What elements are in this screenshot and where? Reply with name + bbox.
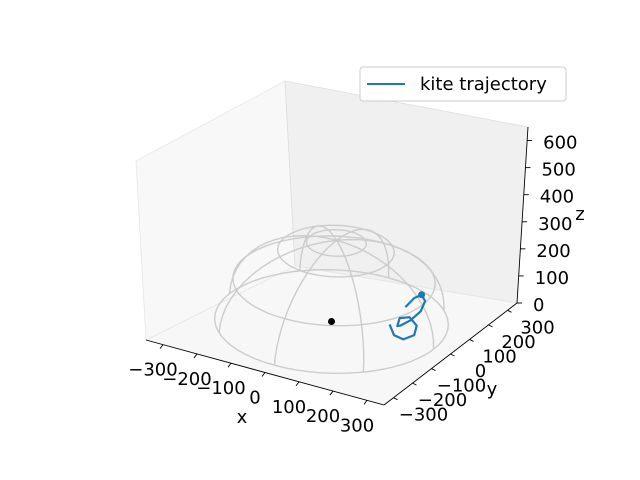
legend-entry-label: kite trajectory <box>420 74 547 95</box>
x-tick-label-3: 0 <box>249 388 260 409</box>
y-tick-label-0: −300 <box>399 405 448 426</box>
x-tick-label-0: −300 <box>128 360 177 381</box>
z-tick-label-6: 600 <box>543 133 577 154</box>
y-tick-mark-4 <box>469 339 474 342</box>
z-tick-label-2: 200 <box>536 241 570 262</box>
y-tick-label-5: 200 <box>501 332 535 353</box>
x-tick-mark-5 <box>329 390 334 396</box>
x-tick-mark-2 <box>227 362 232 368</box>
x-tick-mark-4 <box>295 381 300 387</box>
x-tick-label-1: −200 <box>162 369 211 390</box>
y-tick-label-4: 100 <box>482 346 516 367</box>
z-tick-label-0: 0 <box>533 295 544 316</box>
x-tick-label-5: 200 <box>306 406 340 427</box>
origin-marker <box>328 318 335 325</box>
x-tick-mark-0 <box>159 344 164 349</box>
y-tick-mark-5 <box>488 324 493 328</box>
y-tick-mark-6 <box>507 309 512 313</box>
legend-frame <box>359 66 567 102</box>
legend: kite trajectory <box>359 66 567 102</box>
series-end-marker-0 <box>418 291 426 299</box>
z-axis-line <box>516 126 529 304</box>
y-tick-mark-1 <box>412 382 417 386</box>
y-tick-mark-3 <box>450 353 455 357</box>
hemisphere-wireframe <box>213 224 450 375</box>
series-layer <box>328 291 427 341</box>
z-tick-label-1: 100 <box>535 268 569 289</box>
z-tick-label-3: 300 <box>538 214 572 235</box>
y-tick-label-3: 0 <box>475 361 486 382</box>
y-tick-mark-0 <box>393 397 398 401</box>
y-tick-label-6: 300 <box>520 317 554 338</box>
x-tick-mark-6 <box>363 400 368 405</box>
z-axis-label: z <box>575 204 584 225</box>
y-tick-label-2: −100 <box>437 376 486 397</box>
x-tick-mark-1 <box>193 353 198 359</box>
x-tick-mark-3 <box>261 372 266 377</box>
x-tick-label-2: −100 <box>196 378 245 399</box>
x-axis-label: x <box>237 407 248 428</box>
y-tick-label-1: −200 <box>418 390 467 411</box>
z-ticks: 0 100 200 300 400 500 600 <box>517 133 578 316</box>
y-tick-mark-2 <box>431 368 436 371</box>
z-tick-label-4: 400 <box>540 187 574 208</box>
y-axis-label: y <box>487 379 498 400</box>
x-tick-label-4: 100 <box>272 397 306 418</box>
z-tick-label-5: 500 <box>541 160 575 181</box>
hemisphere-meridian-3 <box>299 225 365 373</box>
x-tick-label-6: 300 <box>340 415 374 436</box>
x-ticks: −300−200−100 0 100 200 300 <box>128 344 374 436</box>
